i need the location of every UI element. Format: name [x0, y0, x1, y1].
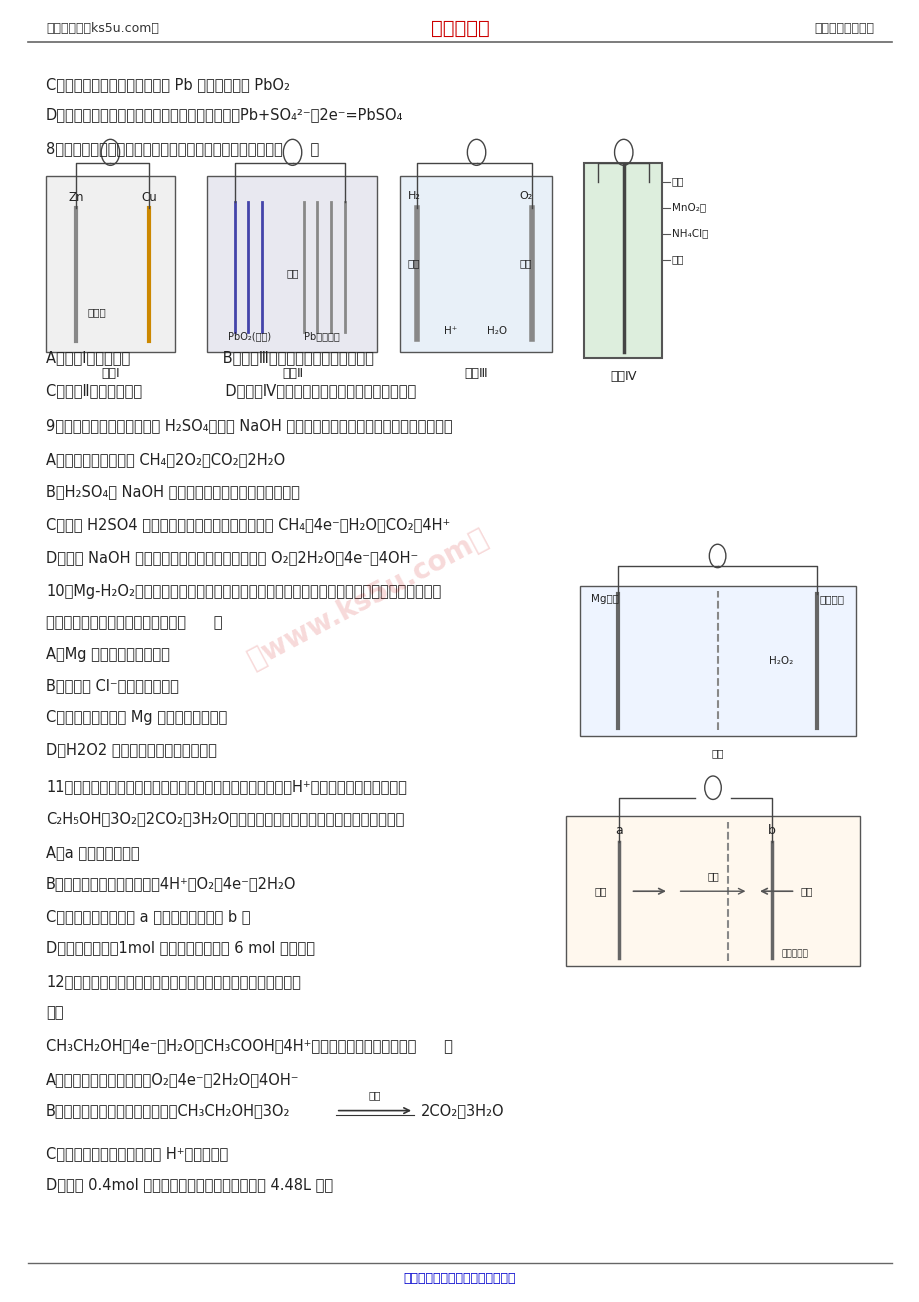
Text: 高考资源网（ks5u.com）: 高考资源网（ks5u.com） [46, 22, 159, 35]
Text: 氧气: 氧气 [800, 887, 812, 896]
Text: 12．一种基于酸性燃料电池原理设计的酒精检测仪，负极上的反: 12．一种基于酸性燃料电池原理设计的酒精检测仪，负极上的反 [46, 974, 301, 990]
Text: A．总反应方程式都为 CH₄＋2O₂＝CO₂＋2H₂O: A．总反应方程式都为 CH₄＋2O₂＝CO₂＋2H₂O [46, 452, 285, 467]
Text: Zn: Zn [69, 191, 84, 204]
Text: H⁺: H⁺ [444, 326, 457, 336]
Text: Pb（负极）: Pb（负极） [303, 331, 339, 341]
Text: C．检测时，电解质溶液中的 H⁺向正极移动: C．检测时，电解质溶液中的 H⁺向正极移动 [46, 1146, 228, 1161]
Text: 乙醇: 乙醇 [595, 887, 607, 896]
Text: H₂O₂: H₂O₂ [768, 656, 792, 665]
Text: C．电池工作时电流由 a 极沿导经灯泡再到 b 极: C．电池工作时电流由 a 极沿导经灯泡再到 b 极 [46, 909, 250, 924]
Text: 高考资源网: 高考资源网 [430, 20, 489, 38]
Text: B．电池正极的电极反应为：4H⁺＋O₂＋4e⁻＝2H₂O: B．电池正极的电极反应为：4H⁺＋O₂＋4e⁻＝2H₂O [46, 876, 296, 892]
Text: 2CO₂＋3H₂O: 2CO₂＋3H₂O [420, 1103, 504, 1118]
Text: 石墨电极: 石墨电极 [819, 594, 844, 604]
Text: 高考资源网版权所有，侵权必究！: 高考资源网版权所有，侵权必究！ [403, 1272, 516, 1285]
Text: D．若用 NaOH 溶液做电解质溶液，正极反应式为 O₂＋2H₂O＋4e⁻＝4OH⁻: D．若用 NaOH 溶液做电解质溶液，正极反应式为 O₂＋2H₂O＋4e⁻＝4O… [46, 549, 418, 565]
Text: a: a [614, 824, 622, 837]
Text: 正极: 正极 [519, 259, 532, 268]
Text: 电池Ⅰ: 电池Ⅰ [101, 367, 119, 380]
Text: D．H2O2 在石墨电极上发生还原反应: D．H2O2 在石墨电极上发生还原反应 [46, 742, 217, 758]
Bar [207, 176, 377, 352]
Text: b: b [767, 824, 775, 837]
Text: 您身边的高考专家: 您身边的高考专家 [813, 22, 873, 35]
Text: B．该电池反应的化学方程式为：CH₃CH₂OH＋3O₂: B．该电池反应的化学方程式为：CH₃CH₂OH＋3O₂ [46, 1103, 290, 1118]
Text: 质子交换膜: 质子交换膜 [781, 949, 808, 958]
Text: 10．Mg-H₂O₂电池可用于驱动无人驾驶的潜航器，该电池以海水为电解质溶液，示意图如下。: 10．Mg-H₂O₂电池可用于驱动无人驾驶的潜航器，该电池以海水为电解质溶液，示… [46, 583, 441, 599]
Text: PbO₂(正极): PbO₂(正极) [228, 331, 271, 341]
Text: （www.ks5u.com）: （www.ks5u.com） [243, 523, 493, 674]
Text: 电池Ⅱ: 电池Ⅱ [282, 367, 302, 380]
Text: 应为: 应为 [46, 1005, 63, 1021]
Text: C．该装置中电子从 Mg 电极流向石墨电极: C．该装置中电子从 Mg 电极流向石墨电极 [46, 710, 227, 725]
Bar [565, 816, 859, 966]
Bar [46, 176, 175, 352]
Text: B．H₂SO₄和 NaOH 的物质的量都不变，但浓度都减小: B．H₂SO₄和 NaOH 的物质的量都不变，但浓度都减小 [46, 484, 300, 500]
Text: A．a 极为电池的正极: A．a 极为电池的正极 [46, 845, 140, 861]
Text: C₂H₅OH＋3O₂＝2CO₂＋3H₂O，下图是该电池的示意图，下列说法正确的是: C₂H₅OH＋3O₂＝2CO₂＋3H₂O，下图是该电池的示意图，下列说法正确的是 [46, 811, 404, 827]
Text: H₂O: H₂O [486, 326, 506, 336]
Text: D．若有 0.4mol 电子转移，则在标准状况下消耗 4.48L 氧气: D．若有 0.4mol 电子转移，则在标准状况下消耗 4.48L 氧气 [46, 1177, 333, 1193]
Text: B．溶液中 Cl⁻向石墨电极移动: B．溶液中 Cl⁻向石墨电极移动 [46, 678, 178, 694]
Text: 电池Ⅳ: 电池Ⅳ [610, 370, 636, 383]
Text: A．电池Ⅰ中锌是正极                    B．电池Ⅲ工作时，氢气发生还原反应: A．电池Ⅰ中锌是正极 B．电池Ⅲ工作时，氢气发生还原反应 [46, 350, 373, 366]
Text: D．电池工作时，1mol 乙醇被氧化时就有 6 mol 电子转移: D．电池工作时，1mol 乙醇被氧化时就有 6 mol 电子转移 [46, 940, 314, 956]
Text: Cu: Cu [141, 191, 157, 204]
Text: CH₃CH₂OH－4e⁻＋H₂O＝CH₃COOH＋4H⁺。下列有关说法正确的是（      ）: CH₃CH₂OH－4e⁻＋H₂O＝CH₃COOH＋4H⁺。下列有关说法正确的是（… [46, 1038, 452, 1053]
Text: NH₄Cl糊: NH₄Cl糊 [671, 228, 708, 238]
Bar [400, 176, 551, 352]
Text: D．铅蓄电池在充电时，原来负极发生的反应是：Pb+SO₄²⁻－2e⁻=PbSO₄: D．铅蓄电池在充电时，原来负极发生的反应是：Pb+SO₄²⁻－2e⁻=PbSO₄ [46, 107, 403, 122]
Bar [579, 586, 855, 736]
Text: A．正极上发生的反应是：O₂＋4e⁻＋2H₂O＝4OH⁻: A．正极上发生的反应是：O₂＋4e⁻＋2H₂O＝4OH⁻ [46, 1072, 300, 1087]
Text: C．电池Ⅱ是一次性电池                  D．电池Ⅳ工作时，电子由锌通过导线流向碳棒: C．电池Ⅱ是一次性电池 D．电池Ⅳ工作时，电子由锌通过导线流向碳棒 [46, 383, 415, 398]
Text: 锌筒: 锌筒 [671, 254, 684, 264]
Text: 硫酸: 硫酸 [286, 268, 299, 279]
Text: O₂: O₂ [519, 191, 532, 202]
Text: A．Mg 电极是该电池的负极: A．Mg 电极是该电池的负极 [46, 647, 170, 663]
Text: 电池Ⅲ: 电池Ⅲ [464, 367, 488, 380]
Text: 8．下列关于化学能转化为电能的四种装置的说法正确的是（      ）: 8．下列关于化学能转化为电能的四种装置的说法正确的是（ ） [46, 141, 319, 156]
Text: 11．圣路易斯大学研制的新型乙醇燃料电池，用能传递质子（H⁺）的介质作溶剂，反应为: 11．圣路易斯大学研制的新型乙醇燃料电池，用能传递质子（H⁺）的介质作溶剂，反应… [46, 779, 406, 794]
Text: MnO₂糊: MnO₂糊 [671, 202, 705, 212]
Text: Mg电极: Mg电极 [590, 594, 618, 604]
Text: C．若用 H2SO4 溶液做电解质溶液，负极反应式为 CH₄－4e⁻＋H₂O＝CO₂＋4H⁺: C．若用 H2SO4 溶液做电解质溶液，负极反应式为 CH₄－4e⁻＋H₂O＝C… [46, 517, 449, 533]
Text: 点燃: 点燃 [369, 1090, 380, 1100]
Text: 质子: 质子 [707, 871, 718, 881]
Bar [584, 163, 662, 358]
Text: H₂: H₂ [407, 191, 420, 202]
Text: 负极: 负极 [407, 259, 420, 268]
Text: 稀硫酸: 稀硫酸 [87, 307, 106, 318]
Text: C．铅蓄电池在放电时，电子从 Pb 通过导线流向 PbO₂: C．铅蓄电池在放电时，电子从 Pb 通过导线流向 PbO₂ [46, 77, 289, 92]
Text: 碳棒: 碳棒 [671, 176, 684, 186]
Text: 9．甲烷燃料电池，分别选择 H₂SO₄溶液和 NaOH 溶液做电解质溶液，下列有关说法正确的是: 9．甲烷燃料电池，分别选择 H₂SO₄溶液和 NaOH 溶液做电解质溶液，下列有… [46, 418, 452, 434]
Text: 该电池工作时，下列说法错误的是（      ）: 该电池工作时，下列说法错误的是（ ） [46, 615, 222, 630]
Text: 隔膜: 隔膜 [710, 749, 723, 759]
